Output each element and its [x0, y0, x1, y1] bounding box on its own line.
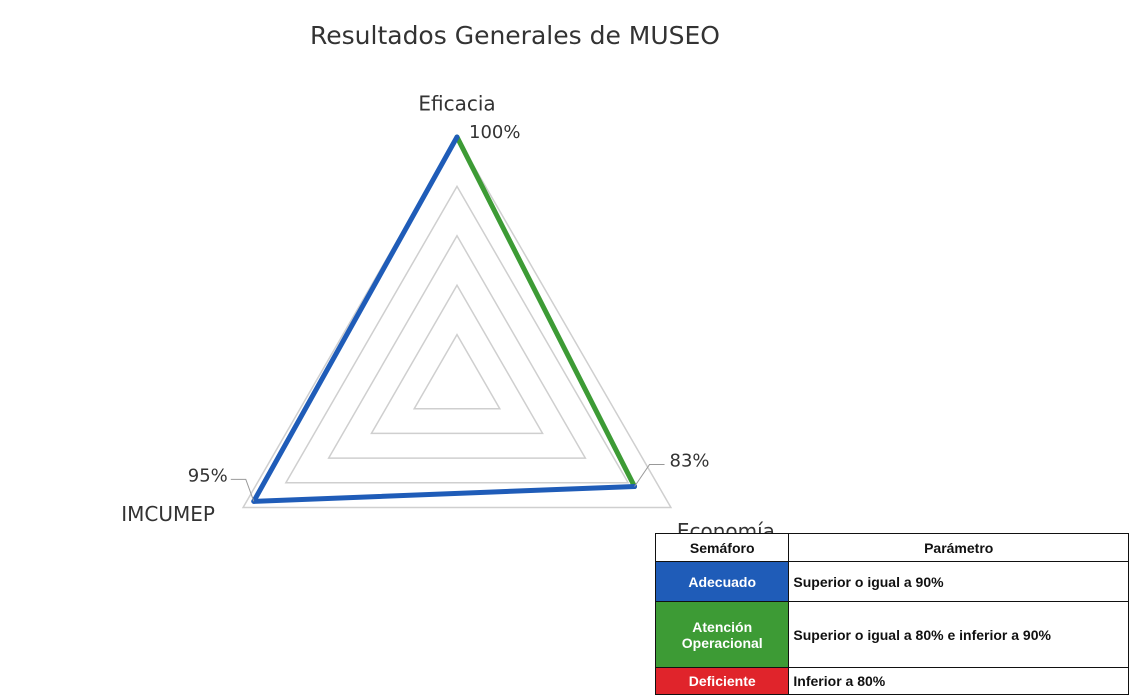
leader-line: [230, 478, 255, 502]
value-label: 83%: [670, 451, 710, 472]
parameter-cell: Inferior a 80%: [788, 667, 1129, 695]
header-cell: Semáforo: [654, 533, 790, 562]
leader-line: [634, 464, 665, 487]
grid-ring: [370, 283, 544, 435]
parameter-cell: Superior o igual a 90%: [788, 561, 1129, 602]
radar-segment: [251, 484, 638, 504]
legend-table: Semáforo Parámetro Adecuado Superior o igua…: [654, 533, 1129, 695]
legend-row: Adecuado Superior o igual a 90%: [654, 561, 1129, 602]
grid-ring: [327, 234, 587, 459]
value-label: 100%: [469, 122, 520, 143]
status-cell: Deficiente: [654, 667, 790, 695]
legend-row: Deficiente Inferior a 80%: [654, 667, 1129, 695]
grid-ring: [241, 135, 673, 509]
radar-segment: [454, 134, 638, 490]
radar-segment: [251, 134, 460, 504]
header-cell: Parámetro: [788, 533, 1129, 562]
header-row: Semáforo Parámetro: [654, 533, 1129, 562]
status-cell: Adecuado: [654, 561, 790, 602]
value-label: 95%: [188, 465, 228, 486]
grid-ring: [412, 333, 502, 410]
axis-label: IMCUMEP: [121, 502, 215, 526]
legend-row: Atención Operacional Superior o igual a 8…: [654, 601, 1129, 668]
parameter-cell: Superior o igual a 80% e inferior a 90%: [788, 601, 1129, 668]
chart-title: Resultados Generales de MUSEO: [310, 21, 720, 50]
grid-ring: [284, 184, 630, 484]
axis-label: Eficacia: [418, 92, 495, 116]
status-cell: Atención Operacional: [654, 601, 790, 668]
